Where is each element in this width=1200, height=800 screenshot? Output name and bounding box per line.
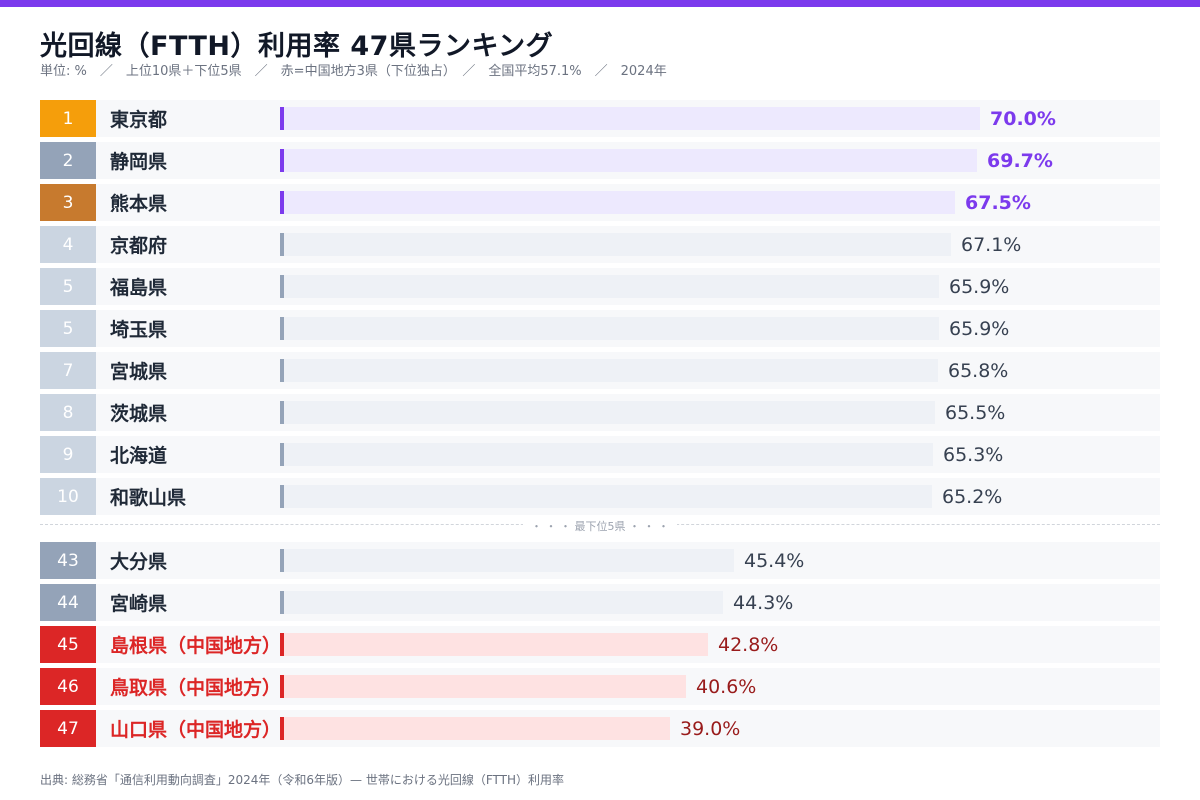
rank-badge: 46 — [40, 668, 96, 705]
bar-start-marker — [280, 591, 284, 614]
prefecture-name: 山口県（中国地方） — [110, 719, 280, 741]
rank-badge: 9 — [40, 436, 96, 473]
rank-badge: 7 — [40, 352, 96, 389]
bar-start-marker — [280, 485, 284, 508]
ranking-row: 45 島根県（中国地方） 42.8% — [40, 626, 1160, 663]
bar — [280, 401, 935, 424]
bar — [280, 591, 723, 614]
ranking-row: 3 熊本県 67.5% — [40, 184, 1160, 221]
bar — [280, 317, 939, 340]
bar — [280, 275, 939, 298]
bar-start-marker — [280, 317, 284, 340]
ranking-row: 43 大分県 45.4% — [40, 542, 1160, 579]
rank-badge: 2 — [40, 142, 96, 179]
chart-title: 光回線（FTTH）利用率 47県ランキング — [40, 31, 554, 62]
bar-start-marker — [280, 233, 284, 256]
ranking-row: 9 北海道 65.3% — [40, 436, 1160, 473]
bar — [280, 717, 670, 740]
ranking-row: 46 鳥取県（中国地方） 40.6% — [40, 668, 1160, 705]
bar — [280, 359, 938, 382]
ranking-row: 1 東京都 70.0% — [40, 100, 1160, 137]
bar-start-marker — [280, 359, 284, 382]
bar — [280, 443, 933, 466]
bar-start-marker — [280, 633, 284, 656]
bar — [280, 549, 734, 572]
rank-badge: 45 — [40, 626, 96, 663]
ranking-row: 10 和歌山県 65.2% — [40, 478, 1160, 515]
prefecture-name: 北海道 — [110, 445, 168, 467]
value-label: 65.8% — [948, 359, 1009, 382]
prefecture-name: 島根県（中国地方） — [110, 635, 280, 657]
bar — [280, 485, 932, 508]
bar-start-marker — [280, 549, 284, 572]
rank-badge: 3 — [40, 184, 96, 221]
value-label: 65.2% — [942, 485, 1003, 508]
bar-start-marker — [280, 107, 284, 130]
divider-label: ・ ・ ・ 最下位5県 ・ ・ ・ — [40, 518, 1160, 534]
bar-start-marker — [280, 191, 284, 214]
bar — [280, 107, 980, 130]
prefecture-name: 埼玉県 — [110, 319, 168, 341]
ranking-chart: ・ ・ ・ 最下位5県 ・ ・ ・ 1 東京都 70.0% 2 静岡県 69.7% 3 熊本県… — [40, 100, 1160, 750]
prefecture-name: 鳥取県（中国地方） — [110, 677, 280, 699]
rank-badge: 10 — [40, 478, 96, 515]
prefecture-name: 東京都 — [110, 109, 168, 131]
prefecture-name: 大分県 — [110, 551, 168, 573]
ranking-row: 44 宮崎県 44.3% — [40, 584, 1160, 621]
bar-start-marker — [280, 149, 284, 172]
value-label: 67.1% — [961, 233, 1022, 256]
ranking-row: 5 福島県 65.9% — [40, 268, 1160, 305]
rank-badge: 43 — [40, 542, 96, 579]
prefecture-name: 京都府 — [110, 235, 168, 257]
prefecture-name: 和歌山県 — [110, 487, 187, 509]
bar — [280, 149, 977, 172]
rank-badge: 5 — [40, 310, 96, 347]
value-label: 42.8% — [718, 633, 779, 656]
top-accent-bar — [0, 0, 1200, 7]
prefecture-name: 茨城県 — [110, 403, 168, 425]
chart-subtitle: 単位: % ／ 上位10県＋下位5県 ／ 赤=中国地方3県（下位独占） ／ 全国… — [40, 64, 667, 79]
rank-badge: 44 — [40, 584, 96, 621]
value-label: 45.4% — [744, 549, 805, 572]
bar-start-marker — [280, 443, 284, 466]
value-label: 65.9% — [949, 317, 1010, 340]
value-label: 39.0% — [680, 717, 741, 740]
rank-badge: 47 — [40, 710, 96, 747]
value-label: 67.5% — [965, 191, 1031, 214]
ranking-row: 4 京都府 67.1% — [40, 226, 1160, 263]
source-note: 出典: 総務省「通信利用動向調査」2024年（令和6年版）— 世帯における光回線… — [40, 773, 565, 787]
bar — [280, 191, 955, 214]
bar-start-marker — [280, 401, 284, 424]
ranking-row: 5 埼玉県 65.9% — [40, 310, 1160, 347]
prefecture-name: 宮城県 — [110, 361, 168, 383]
value-label: 65.9% — [949, 275, 1010, 298]
prefecture-name: 福島県 — [110, 277, 168, 299]
bar — [280, 233, 951, 256]
value-label: 69.7% — [987, 149, 1053, 172]
ranking-row: 7 宮城県 65.8% — [40, 352, 1160, 389]
bar-start-marker — [280, 275, 284, 298]
prefecture-name: 熊本県 — [110, 193, 168, 215]
bar — [280, 633, 708, 656]
rank-badge: 8 — [40, 394, 96, 431]
value-label: 44.3% — [733, 591, 794, 614]
bar-start-marker — [280, 675, 284, 698]
bar — [280, 675, 686, 698]
value-label: 70.0% — [990, 107, 1056, 130]
rank-badge: 1 — [40, 100, 96, 137]
rank-badge: 5 — [40, 268, 96, 305]
prefecture-name: 宮崎県 — [110, 593, 168, 615]
value-label: 65.3% — [943, 443, 1004, 466]
ranking-row: 2 静岡県 69.7% — [40, 142, 1160, 179]
value-label: 65.5% — [945, 401, 1006, 424]
prefecture-name: 静岡県 — [110, 151, 168, 173]
value-label: 40.6% — [696, 675, 757, 698]
bar-start-marker — [280, 717, 284, 740]
ranking-row: 8 茨城県 65.5% — [40, 394, 1160, 431]
rank-badge: 4 — [40, 226, 96, 263]
ranking-row: 47 山口県（中国地方） 39.0% — [40, 710, 1160, 747]
